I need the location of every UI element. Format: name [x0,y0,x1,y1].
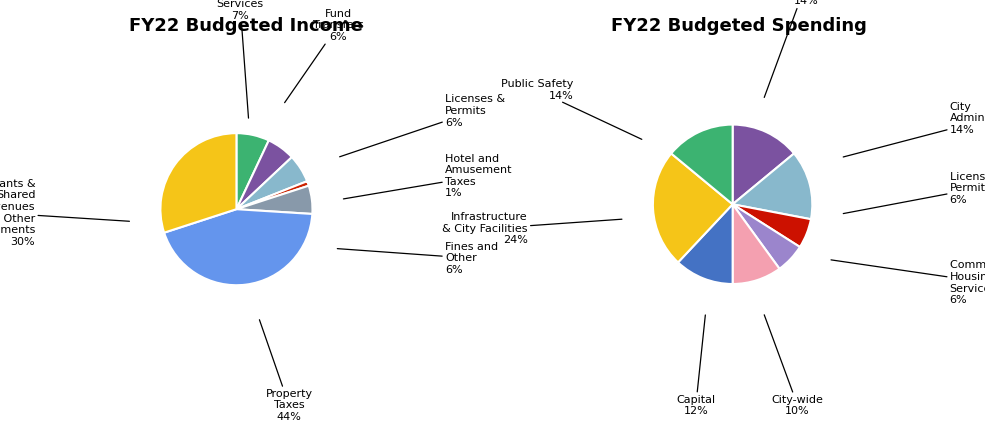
Wedge shape [678,204,733,284]
Text: FY22 Budgeted Income: FY22 Budgeted Income [129,17,363,35]
Text: Grants &
Shared
Revenues
from Other
Governments
30%: Grants & Shared Revenues from Other Gove… [0,179,129,247]
Wedge shape [733,204,779,284]
Text: Public Safety
14%: Public Safety 14% [500,79,642,139]
Wedge shape [733,204,800,269]
Wedge shape [164,209,312,285]
Wedge shape [236,181,308,209]
Text: Property
Taxes
44%: Property Taxes 44% [259,320,312,422]
Wedge shape [733,204,811,247]
Text: Hotel and
Amusement
Taxes
1%: Hotel and Amusement Taxes 1% [344,154,512,199]
Wedge shape [671,124,733,204]
Wedge shape [161,133,236,233]
Wedge shape [653,153,733,262]
Text: Infrastructure
& City Facilities
24%: Infrastructure & City Facilities 24% [442,212,622,245]
Text: City-wide
10%: City-wide 10% [764,315,823,416]
Text: Community &
Housing
Services
6%: Community & Housing Services 6% [831,260,985,305]
Text: Capital
12%: Capital 12% [677,315,715,416]
Text: Charges for
Services
7%: Charges for Services 7% [208,0,273,118]
Wedge shape [236,133,269,209]
Text: City
Administration
14%: City Administration 14% [843,102,985,157]
Text: FY22 Budgeted Spending: FY22 Budgeted Spending [611,17,867,35]
Wedge shape [236,141,292,209]
Text: Parks,
Recreation &
Culture
14%: Parks, Recreation & Culture 14% [764,0,842,97]
Text: License &
Permiting
6%: License & Permiting 6% [843,172,985,214]
Wedge shape [733,153,813,219]
Text: Fund
Transfers
6%: Fund Transfers 6% [285,9,363,102]
Wedge shape [733,124,794,204]
Wedge shape [236,186,312,214]
Text: Licenses &
Permits
6%: Licenses & Permits 6% [340,95,505,157]
Text: Fines and
Other
6%: Fines and Other 6% [337,242,498,275]
Wedge shape [236,157,307,209]
